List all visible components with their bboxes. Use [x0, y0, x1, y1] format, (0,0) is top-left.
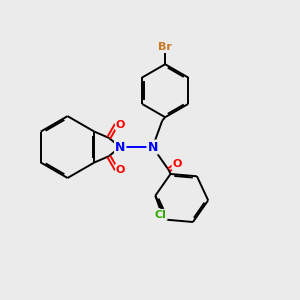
Text: N: N [147, 141, 158, 154]
Text: N: N [115, 141, 125, 154]
Text: O: O [172, 160, 182, 170]
Text: O: O [116, 120, 125, 130]
Text: Br: Br [158, 42, 172, 52]
Text: O: O [116, 164, 125, 175]
Text: Cl: Cl [155, 210, 167, 220]
